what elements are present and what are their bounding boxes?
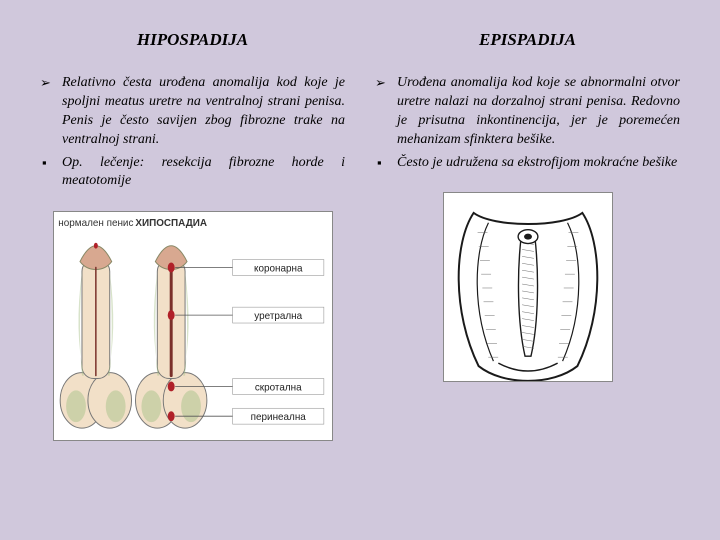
bullet-item: Često je udružena sa ekstrofijom mokraćn… bbox=[375, 154, 680, 173]
svg-text:перинеална: перинеална bbox=[250, 413, 306, 424]
slide: HIPOSPADIJA Relativno česta urođena anom… bbox=[0, 0, 720, 540]
right-title: EPISPADIJA bbox=[375, 30, 680, 50]
right-bullets: Urođena anomalija kod koje se abnormalni… bbox=[375, 74, 680, 176]
left-bullets: Relativno česta urođena anomalija kod ko… bbox=[40, 74, 345, 195]
left-column: HIPOSPADIJA Relativno česta urođena anom… bbox=[40, 30, 345, 530]
svg-text:нормален пенис: нормален пенис bbox=[58, 218, 133, 229]
left-title: HIPOSPADIJA bbox=[40, 30, 345, 50]
bullet-item: Relativno česta urođena anomalija kod ko… bbox=[40, 74, 345, 150]
svg-text:скротална: скротална bbox=[254, 383, 301, 394]
svg-text:коронарна: коронарна bbox=[254, 264, 303, 275]
hipospadia-diagram: нормален пенисХИПОСПАДИА коронарна уретрал… bbox=[53, 211, 333, 441]
right-figure bbox=[375, 192, 680, 530]
svg-text:ХИПОСПАДИА: ХИПОСПАДИА bbox=[135, 218, 207, 229]
bullet-item: Op. lečenje: resekcija fibrozne horde i … bbox=[40, 154, 345, 192]
right-column: EPISPADIJA Urođena anomalija kod koje se… bbox=[375, 30, 680, 530]
epispadia-diagram bbox=[443, 192, 613, 382]
svg-text:уретрална: уретрална bbox=[254, 311, 302, 322]
bullet-item: Urođena anomalija kod koje se abnormalni… bbox=[375, 74, 680, 150]
left-figure: нормален пенисХИПОСПАДИА коронарна уретрал… bbox=[40, 211, 345, 530]
